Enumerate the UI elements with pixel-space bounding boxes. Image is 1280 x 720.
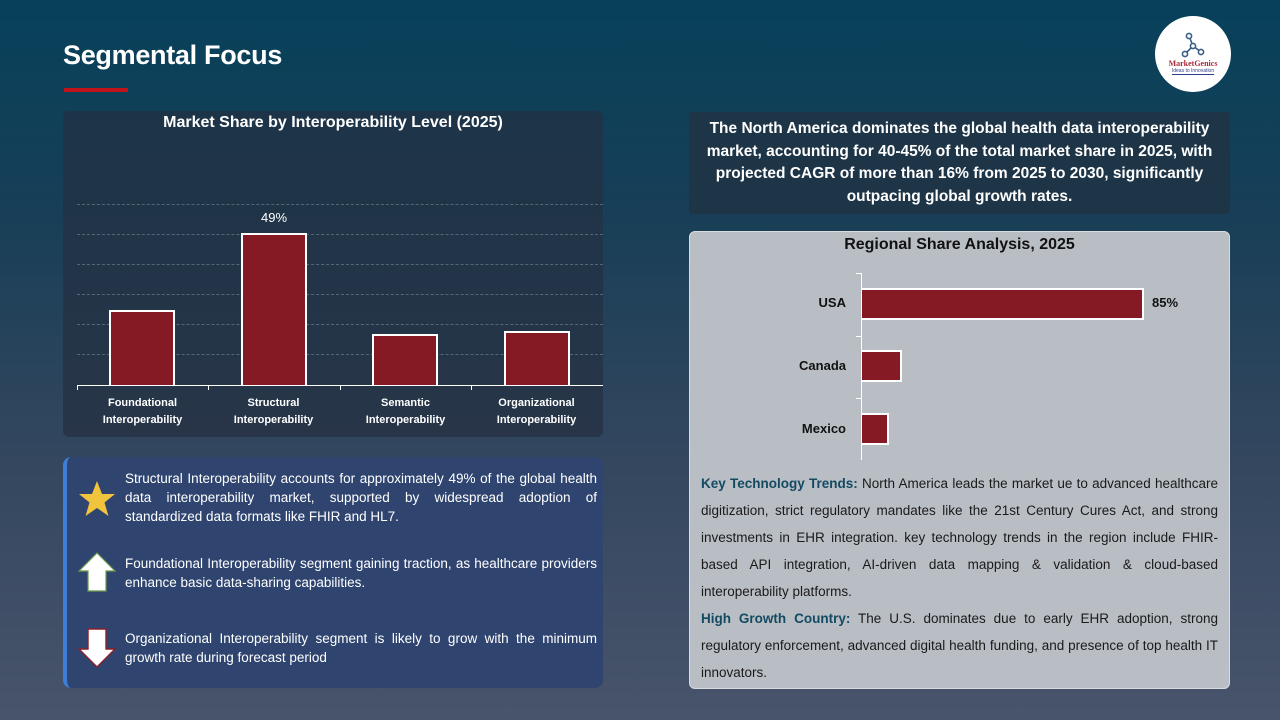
technology-trends-label: Key Technology Trends: bbox=[701, 476, 858, 491]
category-label-canada: Canada bbox=[799, 358, 846, 373]
category-label-organizational: Organizational Interoperability bbox=[471, 395, 602, 429]
regional-chart-title: Regional Share Analysis, 2025 bbox=[844, 236, 1075, 253]
bar-semantic[interactable] bbox=[372, 334, 438, 385]
logo-tagline: Ideas to Innovation bbox=[1171, 67, 1215, 75]
category-label-structural: Structural Interoperability bbox=[208, 395, 339, 429]
gridline bbox=[77, 324, 603, 325]
bar-structural[interactable] bbox=[241, 233, 307, 385]
summary-box: The North America dominates the global h… bbox=[689, 112, 1230, 214]
axis-tick bbox=[340, 385, 341, 390]
bar-usa[interactable] bbox=[862, 288, 1144, 320]
high-growth-label: High Growth Country: bbox=[701, 611, 851, 626]
bar-mexico[interactable] bbox=[862, 413, 889, 445]
gridline bbox=[77, 354, 603, 355]
molecule-network-icon bbox=[1181, 32, 1205, 57]
bar-value-label: 49% bbox=[260, 210, 288, 225]
chart-plot-area: 49% Foundational Interoperability Struct… bbox=[77, 111, 603, 437]
regional-description: Key Technology Trends: North America lea… bbox=[701, 470, 1218, 686]
axis-tick bbox=[471, 385, 472, 390]
category-line: Interoperability bbox=[102, 414, 183, 426]
category-label-foundational: Foundational Interoperability bbox=[77, 395, 208, 429]
category-line: Semantic bbox=[381, 397, 430, 409]
bar-value-label: 85% bbox=[1152, 295, 1179, 310]
logo: MarketGenics Ideas to Innovation bbox=[1155, 16, 1231, 92]
high-growth-paragraph: High Growth Country: The U.S. dominates … bbox=[701, 605, 1218, 686]
insights-card: Structural Interoperability accounts for… bbox=[63, 457, 603, 688]
gridline bbox=[77, 264, 603, 265]
axis-tick bbox=[77, 385, 78, 390]
bar-canada[interactable] bbox=[862, 350, 902, 382]
gridline bbox=[77, 204, 603, 205]
chart-title: Market Share by Interoperability Level (… bbox=[163, 114, 503, 131]
category-line: Foundational bbox=[107, 397, 178, 409]
category-label-mexico: Mexico bbox=[801, 421, 846, 436]
category-line: Interoperability bbox=[496, 414, 577, 426]
category-label-usa: USA bbox=[818, 295, 846, 310]
insight-text: Foundational Interoperability segment ga… bbox=[125, 556, 597, 590]
arrow-down-icon bbox=[77, 628, 117, 668]
axis-tick bbox=[856, 336, 861, 337]
arrow-up-icon bbox=[77, 552, 117, 592]
page-title: Segmental Focus bbox=[63, 40, 283, 70]
category-line: Interoperability bbox=[365, 414, 446, 426]
high-growth-text: The U.S. dominates due to early EHR adop… bbox=[701, 611, 1218, 680]
star-icon bbox=[79, 481, 115, 516]
technology-trends-paragraph: Key Technology Trends: North America lea… bbox=[701, 470, 1218, 605]
category-line: Organizational bbox=[498, 397, 575, 409]
insight-text: Structural Interoperability accounts for… bbox=[125, 471, 597, 524]
category-line: Structural bbox=[247, 397, 300, 409]
category-label-semantic: Semantic Interoperability bbox=[340, 395, 471, 429]
regional-chart-card: Regional Share Analysis, 2025 USA 85% Ca… bbox=[689, 231, 1230, 689]
y-axis bbox=[861, 273, 862, 460]
interoperability-chart-card: Market Share by Interoperability Level (… bbox=[63, 111, 603, 437]
bar-organizational[interactable] bbox=[504, 331, 570, 385]
category-line: Interoperability bbox=[233, 414, 314, 426]
gridline bbox=[77, 234, 603, 235]
insight-text: Organizational Interoperability segment … bbox=[125, 631, 597, 665]
technology-trends-text: North America leads the market ue to adv… bbox=[701, 476, 1218, 599]
logo-name: MarketGenics bbox=[1168, 58, 1218, 68]
title-underline bbox=[64, 88, 128, 92]
gridline bbox=[77, 294, 603, 295]
axis-tick bbox=[856, 273, 861, 274]
bar-foundational[interactable] bbox=[109, 310, 175, 385]
axis-tick bbox=[856, 398, 861, 399]
axis-tick bbox=[208, 385, 209, 390]
